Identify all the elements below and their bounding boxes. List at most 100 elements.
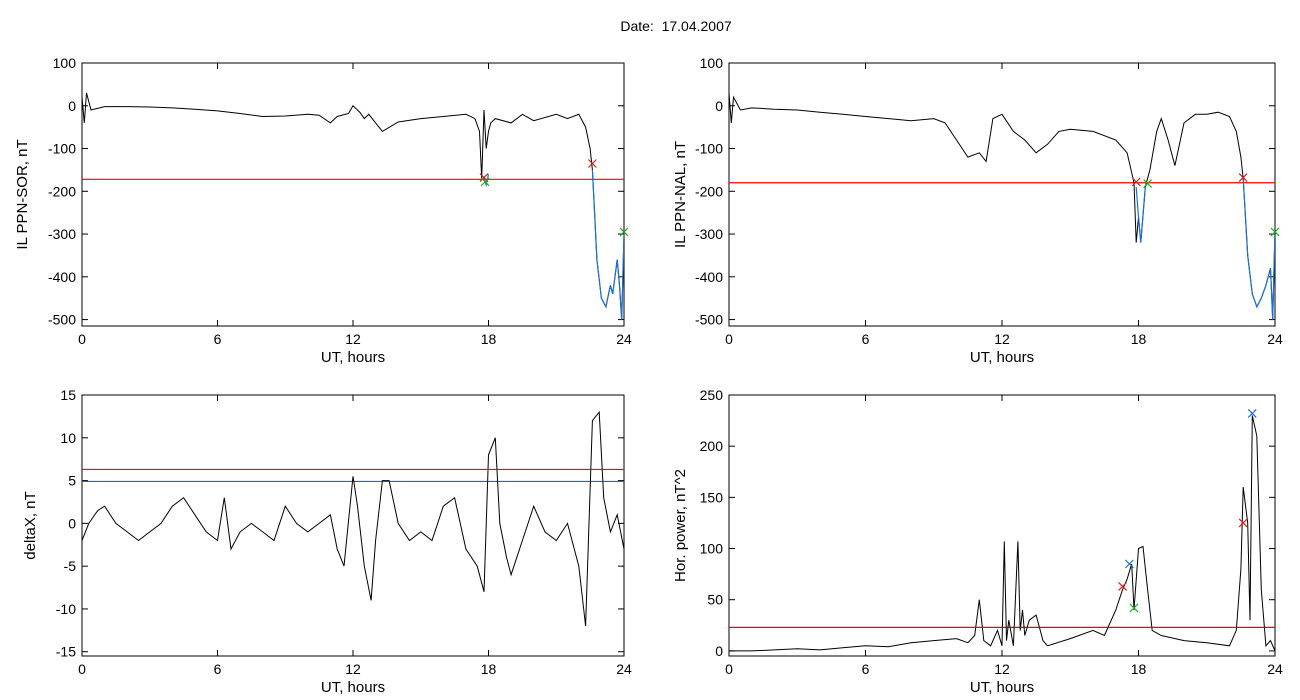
marker-stroke	[1270, 227, 1280, 237]
marker-blue	[1247, 408, 1257, 418]
y-tick-label: -100	[695, 141, 723, 157]
marker-stroke	[1247, 408, 1257, 418]
marker-stroke	[1129, 603, 1139, 613]
data-series-line	[82, 92, 624, 320]
x-axis-label: UT, hours	[321, 349, 385, 366]
y-tick-label: 5	[68, 473, 76, 489]
x-axis-label: UT, hours	[970, 349, 1034, 366]
y-tick-label: -5	[64, 558, 77, 574]
marker-red	[1238, 518, 1248, 528]
data-series-line	[729, 415, 1275, 652]
y-tick-label: -300	[48, 226, 76, 242]
marker-red	[1131, 177, 1141, 187]
y-axis-label: deltaX, nT	[22, 491, 39, 559]
y-tick-label: 150	[700, 489, 724, 505]
marker-stroke	[480, 177, 490, 187]
y-tick-label: 250	[700, 387, 724, 403]
x-tick-label: 12	[345, 661, 361, 677]
highlighted-segment	[1135, 186, 1146, 243]
marker-red	[1238, 173, 1248, 183]
y-tick-label: 0	[715, 643, 723, 659]
y-axis-label: IL PPN-NAL, nT	[672, 141, 689, 248]
y-tick-label: -15	[56, 644, 76, 660]
y-tick-label: 50	[707, 592, 723, 608]
marker-stroke	[1131, 177, 1141, 187]
marker-stroke	[1143, 179, 1153, 189]
x-tick-label: 24	[1267, 331, 1283, 347]
x-tick-label: 12	[994, 661, 1010, 677]
y-tick-label: -300	[695, 226, 723, 242]
x-tick-label: 18	[481, 331, 497, 347]
chart-panel-3: 0 6 12 18 24 15 10 5 0 -5 -10 -15 UT, hours deltaX, n…	[22, 387, 632, 696]
y-tick-label: 100	[53, 55, 77, 71]
x-tick-label: 18	[481, 661, 497, 677]
y-tick-label: -100	[48, 141, 76, 157]
marker-stroke	[619, 227, 629, 237]
plot-frame	[728, 62, 1276, 327]
x-tick-label: 6	[214, 331, 222, 347]
marker-green	[1270, 227, 1280, 237]
y-tick-label: -10	[56, 601, 76, 617]
y-tick-label: 100	[700, 55, 724, 71]
chart-panel-4: 0 6 12 18 24 250 200 150 100 50 0 UT, hours Hor. pow…	[672, 387, 1283, 696]
marker-stroke	[1124, 559, 1134, 569]
y-tick-label: 100	[700, 541, 724, 557]
x-axis-label: UT, hours	[321, 679, 385, 696]
marker-stroke	[1238, 518, 1248, 528]
marker-stroke	[1238, 173, 1248, 183]
plot-area	[82, 410, 624, 627]
page-title: Date: 17.04.2007	[620, 18, 732, 34]
x-tick-label: 24	[1267, 661, 1283, 677]
y-tick-label: 200	[700, 438, 724, 454]
y-tick-label: -400	[48, 269, 76, 285]
plot-area	[82, 92, 624, 320]
highlighted-segment	[1242, 178, 1275, 320]
y-tick-label: 0	[68, 98, 76, 114]
x-tick-label: 0	[725, 331, 733, 347]
highlighted-segment	[591, 169, 624, 320]
x-tick-label: 12	[994, 331, 1010, 347]
y-tick-label: 15	[60, 387, 76, 403]
x-tick-label: 24	[616, 661, 632, 677]
chart-panel-1: 0 6 12 18 24 100 0 -100 -200 -300 -400 -500 UT, hour…	[14, 55, 632, 366]
chart-panel-2: 0 6 12 18 24 100 0 -100 -200 -300 -400 -500 UT, hour…	[672, 55, 1283, 366]
y-tick-label: -400	[695, 269, 723, 285]
marker-red	[1118, 581, 1127, 591]
y-tick-label: -200	[695, 183, 723, 199]
marker-green	[1129, 603, 1139, 613]
plot-area	[729, 415, 1275, 652]
y-tick-label: 0	[715, 98, 723, 114]
x-tick-label: 18	[1131, 331, 1147, 347]
x-tick-label: 0	[78, 661, 86, 677]
y-tick-label: 10	[60, 430, 76, 446]
y-tick-label: -500	[48, 312, 76, 328]
x-tick-label: 0	[78, 331, 86, 347]
plot-area	[729, 92, 1275, 320]
x-tick-label: 6	[862, 331, 870, 347]
x-axis-label: UT, hours	[970, 679, 1034, 696]
x-tick-label: 6	[214, 661, 222, 677]
x-tick-label: 6	[862, 661, 870, 677]
marker-stroke	[479, 173, 489, 183]
y-tick-label: 0	[68, 515, 76, 531]
highlighted-segment	[483, 174, 490, 188]
x-tick-label: 24	[616, 331, 632, 347]
marker-stroke	[1118, 581, 1127, 591]
plot-frame	[81, 62, 625, 327]
marker-green	[480, 177, 490, 187]
x-tick-label: 12	[345, 331, 361, 347]
marker-blue	[1124, 559, 1134, 569]
data-series-line	[82, 410, 624, 627]
y-tick-label: -200	[48, 183, 76, 199]
marker-stroke	[587, 159, 597, 168]
y-tick-label: -500	[695, 312, 723, 328]
marker-red	[587, 159, 597, 168]
y-axis-label: IL PPN-SOR, nT	[14, 139, 31, 249]
data-series-line	[729, 92, 1275, 320]
x-tick-label: 0	[725, 661, 733, 677]
marker-green	[1143, 179, 1153, 189]
plot-frame	[728, 394, 1276, 657]
x-tick-label: 18	[1131, 661, 1147, 677]
y-axis-label: Hor. power, nT^2	[672, 469, 689, 582]
